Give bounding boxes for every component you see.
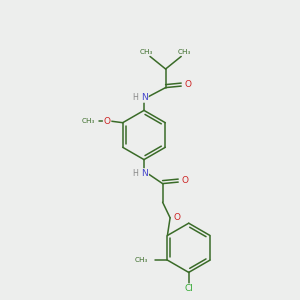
Text: O: O bbox=[184, 80, 191, 89]
Text: N: N bbox=[142, 169, 148, 178]
Text: H: H bbox=[132, 93, 138, 102]
Text: O: O bbox=[174, 213, 181, 222]
Text: CH₃: CH₃ bbox=[81, 118, 95, 124]
Text: O: O bbox=[181, 176, 188, 185]
Text: CH₃: CH₃ bbox=[178, 49, 191, 55]
Text: CH₃: CH₃ bbox=[140, 49, 153, 55]
Text: H: H bbox=[133, 169, 139, 178]
Text: CH₃: CH₃ bbox=[135, 257, 148, 263]
Text: O: O bbox=[103, 117, 111, 126]
Text: Cl: Cl bbox=[184, 284, 193, 293]
Text: N: N bbox=[141, 93, 148, 102]
